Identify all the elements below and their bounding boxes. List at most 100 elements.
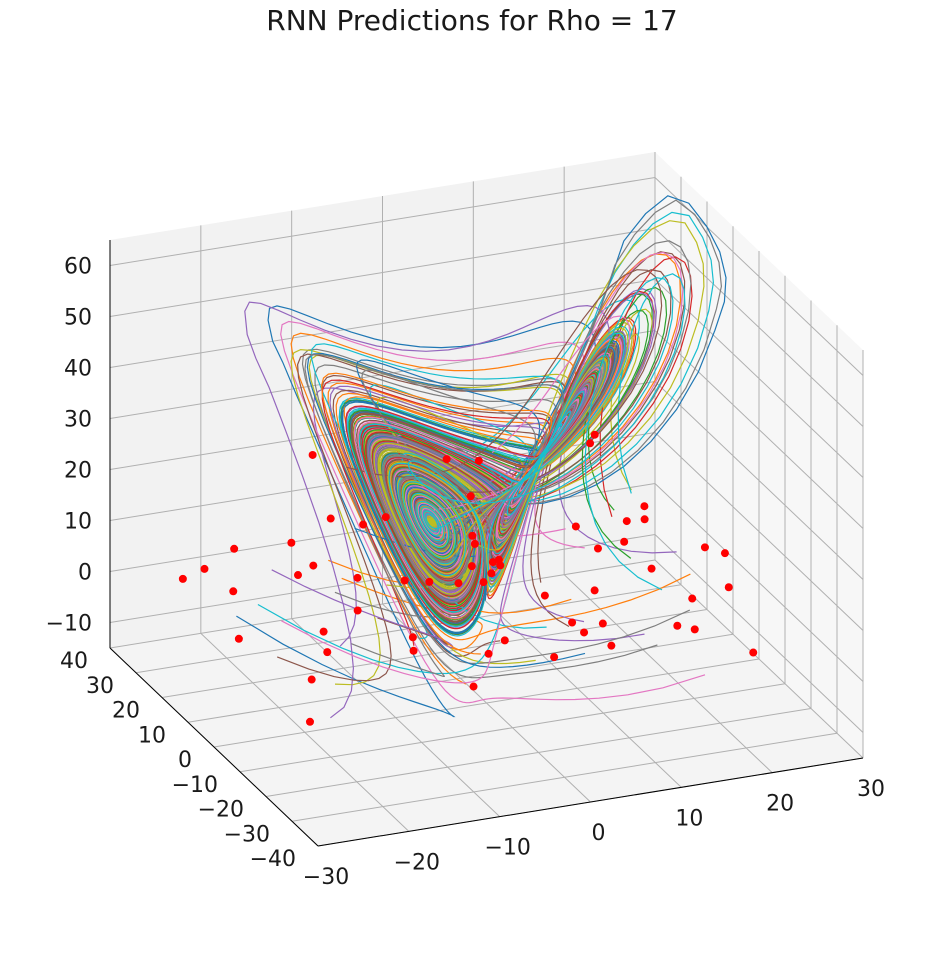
initial-point-marker <box>234 634 243 643</box>
z-tick-label: −10 <box>46 612 92 637</box>
y-tick-label: 10 <box>138 723 166 748</box>
grid-y-floor <box>109 559 656 649</box>
initial-point-marker <box>620 537 629 546</box>
initial-point-marker <box>487 569 496 578</box>
initial-point-marker <box>353 573 362 582</box>
x-tick-label: 20 <box>766 792 794 817</box>
initial-point-marker <box>454 579 463 588</box>
initial-point-marker <box>586 439 595 448</box>
initial-point-marker <box>400 576 409 585</box>
grid-z-right <box>654 330 864 529</box>
x-tick-label: −30 <box>303 865 349 890</box>
z-tick-label: 40 <box>64 357 92 382</box>
initial-point-marker <box>590 586 599 595</box>
initial-point-marker <box>293 571 302 580</box>
grid-y-floor <box>213 658 760 748</box>
initial-point-marker <box>467 562 476 571</box>
initial-point-marker <box>200 564 209 573</box>
grid-z-right <box>654 483 864 682</box>
y-tick-label: 30 <box>86 674 114 699</box>
initial-point-marker <box>323 648 332 657</box>
grid-y-floor <box>265 708 812 797</box>
x-axis-line <box>317 757 864 847</box>
x-tick-label: −10 <box>484 836 530 861</box>
y-axis-line <box>109 647 319 847</box>
grid-z-right <box>654 534 864 733</box>
initial-point-marker <box>305 717 314 726</box>
initial-point-marker <box>353 606 362 615</box>
y-tick-label: 0 <box>178 748 192 773</box>
initial-point-marker <box>408 633 417 642</box>
initial-point-marker <box>308 450 317 459</box>
initial-point-marker <box>540 591 549 600</box>
initial-condition-markers <box>178 430 758 726</box>
x-tick-label: −20 <box>394 850 440 875</box>
grid-y-floor <box>187 633 734 723</box>
x-tick-label: 10 <box>675 806 703 831</box>
initial-point-marker <box>442 455 451 464</box>
z-tick-label: 50 <box>64 306 92 331</box>
z-tick-label: 30 <box>64 408 92 433</box>
initial-point-marker <box>319 627 328 636</box>
initial-point-marker <box>500 636 509 645</box>
grid-z-back <box>109 279 656 368</box>
initial-point-marker <box>469 682 478 691</box>
initial-point-marker <box>359 520 368 529</box>
y-tick-label: −10 <box>172 773 218 798</box>
initial-point-marker <box>230 544 239 553</box>
initial-point-marker <box>409 646 418 655</box>
initial-point-marker <box>688 594 697 603</box>
initial-point-marker <box>647 564 656 573</box>
initial-point-marker <box>307 675 316 684</box>
initial-point-marker <box>571 522 580 531</box>
initial-point-marker <box>580 628 589 637</box>
initial-point-marker <box>749 648 758 657</box>
grid-z-right <box>654 228 864 427</box>
initial-point-marker <box>229 587 238 596</box>
initial-point-marker <box>607 641 616 650</box>
initial-point-marker <box>479 578 488 587</box>
y-tick-label: −40 <box>250 847 296 872</box>
initial-point-marker <box>550 653 559 662</box>
initial-point-marker <box>593 544 602 553</box>
initial-point-marker <box>494 555 503 564</box>
x-tick-label: 0 <box>592 821 606 846</box>
initial-point-marker <box>700 543 709 552</box>
initial-point-marker <box>178 574 187 583</box>
chart-title: RNN Predictions for Rho = 17 <box>266 4 678 37</box>
y-tick-label: 40 <box>60 649 88 674</box>
y-tick-label: 20 <box>112 699 140 724</box>
grid-z-back <box>109 228 656 317</box>
initial-point-marker <box>720 549 729 558</box>
initial-point-marker <box>326 514 335 523</box>
trajectory-line <box>346 276 674 628</box>
initial-point-marker <box>468 531 477 540</box>
initial-point-marker <box>484 649 493 658</box>
z-tick-label: 10 <box>64 510 92 535</box>
initial-point-marker <box>640 515 649 524</box>
grid-y-floor <box>239 683 786 773</box>
initial-point-marker <box>309 561 318 570</box>
grid-z-right <box>654 381 864 580</box>
initial-point-marker <box>590 430 599 439</box>
initial-point-marker <box>598 619 607 628</box>
initial-point-marker <box>381 513 390 522</box>
initial-point-marker <box>568 618 577 627</box>
initial-point-marker <box>474 456 483 465</box>
z-tick-label: 20 <box>64 459 92 484</box>
initial-point-marker <box>690 625 699 634</box>
initial-point-marker <box>622 517 631 526</box>
grid-z-back <box>109 330 656 419</box>
grid-z-right <box>654 432 864 631</box>
initial-point-marker <box>287 538 296 547</box>
axis-lines <box>109 240 864 847</box>
initial-point-marker <box>466 492 475 501</box>
y-tick-label: −30 <box>224 822 270 847</box>
initial-point-marker <box>640 502 649 511</box>
z-tick-label: 0 <box>78 561 92 586</box>
x-tick-label: 30 <box>857 777 885 802</box>
z-tick-label: 60 <box>64 255 92 280</box>
initial-point-marker <box>425 577 434 586</box>
initial-point-marker <box>673 621 682 630</box>
